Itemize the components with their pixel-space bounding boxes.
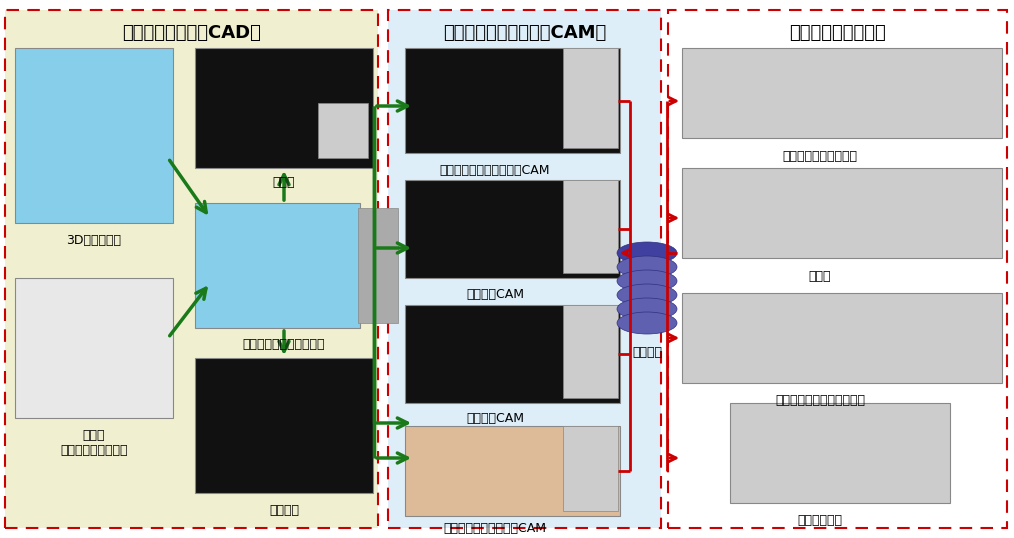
FancyBboxPatch shape [668, 10, 1007, 528]
Text: ブランク・曲げ工程: ブランク・曲げ工程 [789, 24, 886, 42]
Bar [195, 358, 373, 493]
Bar [563, 426, 618, 511]
Text: レーザ用CAM: レーザ用CAM [466, 287, 524, 301]
Bar [405, 48, 620, 153]
Bar [563, 305, 618, 398]
Ellipse shape [617, 256, 677, 278]
Text: プログラム作成工程（CAM）: プログラム作成工程（CAM） [443, 24, 606, 42]
Ellipse shape [617, 312, 677, 334]
Text: 立体姿図: 立体姿図 [269, 504, 299, 516]
Text: 複合機用CAM: 複合機用CAM [466, 413, 524, 426]
Ellipse shape [617, 270, 677, 292]
Ellipse shape [617, 242, 677, 264]
Bar [405, 426, 620, 516]
Bar [563, 180, 618, 273]
Text: 自動プログラミング装置: 自動プログラミング装置 [242, 338, 325, 351]
Bar [318, 103, 368, 158]
Bar [405, 305, 620, 403]
Text: 三面図
データまたは紙図面: 三面図 データまたは紙図面 [60, 429, 128, 457]
Bar [682, 48, 1002, 138]
Bar [563, 48, 618, 148]
Bar [405, 180, 620, 278]
Text: ベンディングマシン用CAM: ベンディングマシン用CAM [443, 521, 547, 534]
Text: 複合機（パンチ＋レーザ）: 複合機（パンチ＋レーザ） [775, 394, 865, 407]
Text: サーバー: サーバー [632, 346, 662, 359]
Bar [682, 168, 1002, 258]
Bar [358, 208, 399, 323]
FancyBboxPatch shape [5, 10, 378, 528]
Text: レーザ: レーザ [809, 270, 831, 282]
Text: 3D図面データ: 3D図面データ [67, 235, 122, 247]
Ellipse shape [617, 298, 677, 320]
Text: ベンディング: ベンディング [797, 513, 843, 527]
Bar [195, 203, 360, 328]
Text: タレットパンチプレス: タレットパンチプレス [783, 150, 858, 162]
Text: 展開図作成工程（CAD）: 展開図作成工程（CAD） [122, 24, 261, 42]
Bar [15, 48, 173, 223]
Bar [730, 403, 950, 503]
Bar [682, 293, 1002, 383]
Bar [15, 278, 173, 418]
Bar [195, 48, 373, 168]
FancyBboxPatch shape [388, 10, 661, 528]
Text: 展開図: 展開図 [273, 176, 295, 189]
Text: タレットパンチプレス用CAM: タレットパンチプレス用CAM [440, 164, 551, 176]
Ellipse shape [617, 284, 677, 306]
